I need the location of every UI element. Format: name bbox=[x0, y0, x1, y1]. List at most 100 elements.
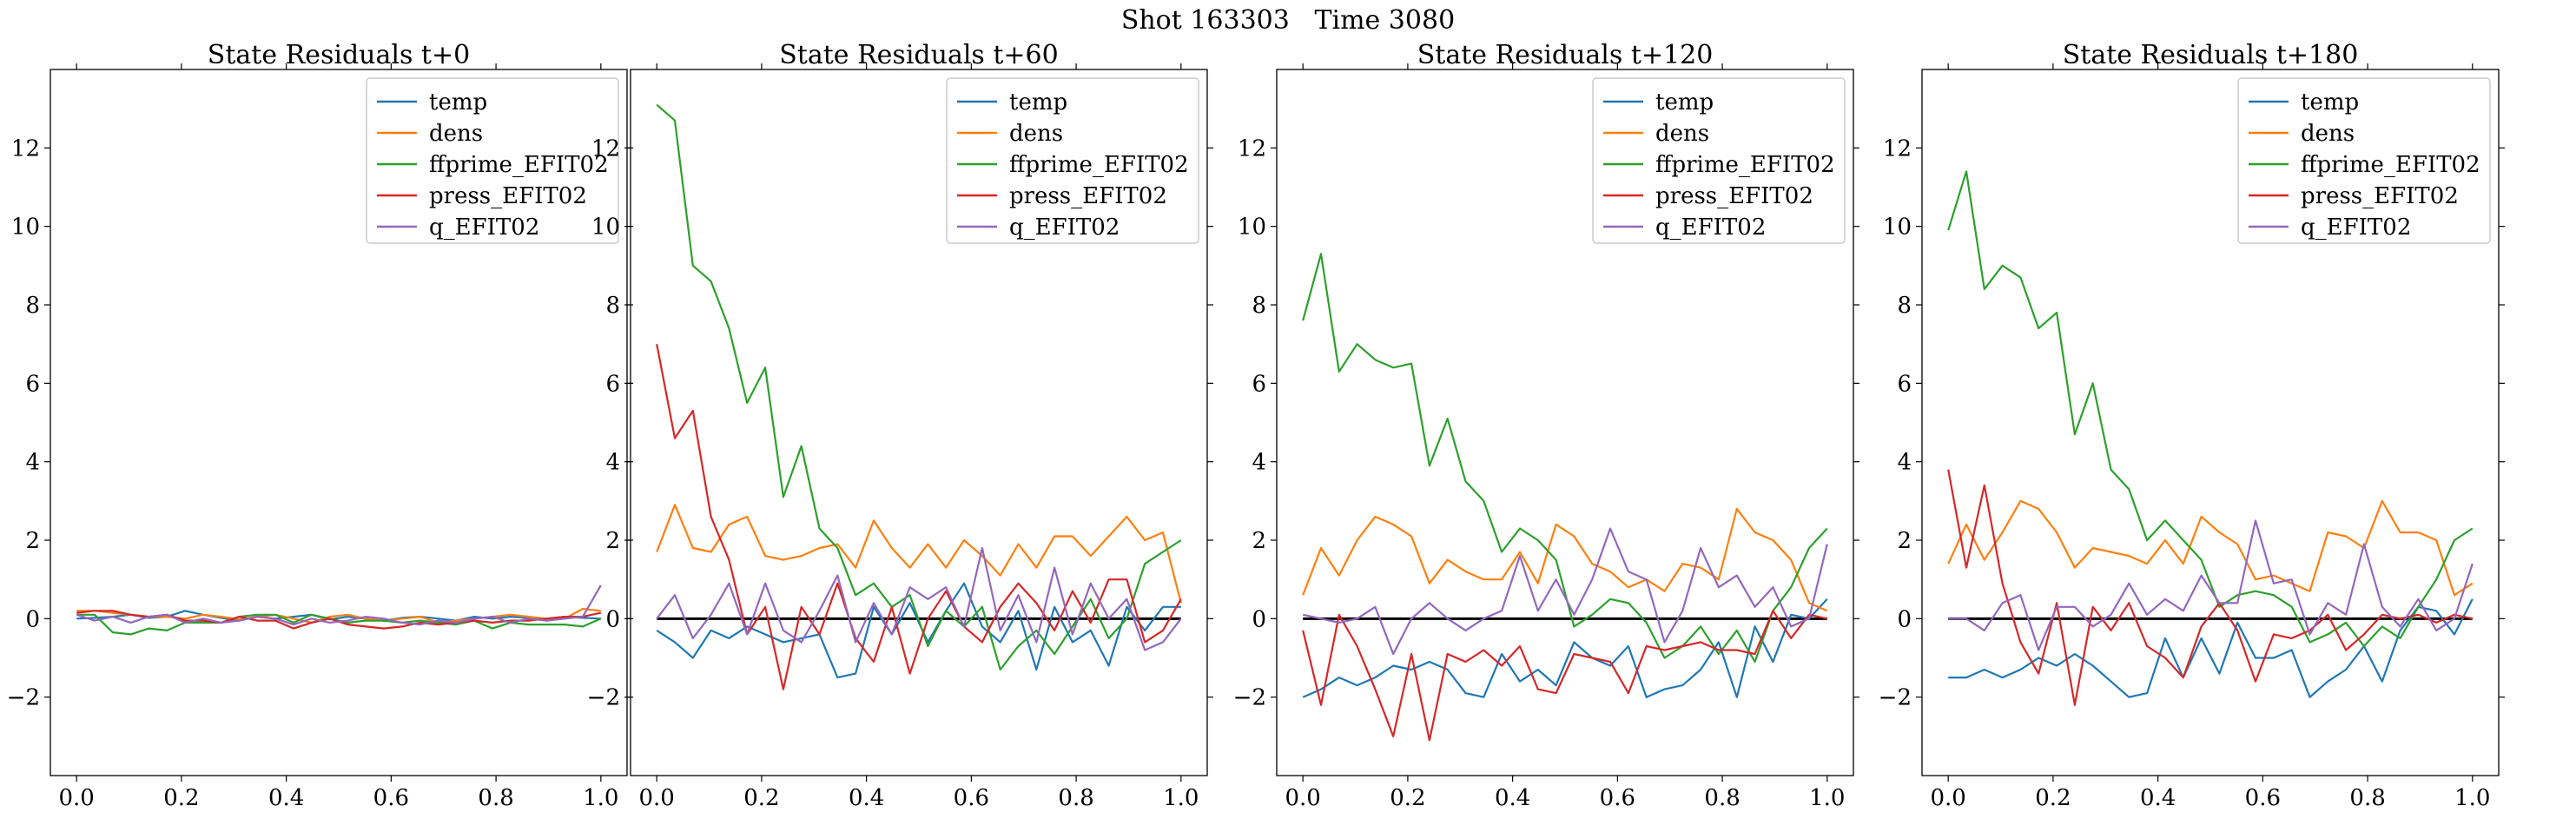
panel-title: State Residuals t+60 bbox=[779, 40, 1058, 70]
axes-frame bbox=[1921, 69, 2500, 776]
plot-area bbox=[1302, 253, 1828, 742]
x-tick-label: 1.0 bbox=[1163, 785, 1199, 811]
x-tick-label: 0.0 bbox=[1285, 785, 1321, 811]
y-tick-label: 10 bbox=[1883, 215, 1912, 241]
legend-label: dens bbox=[1009, 121, 1063, 147]
y-tick-label: 2 bbox=[1897, 528, 1912, 554]
legend-label: dens bbox=[429, 121, 483, 147]
y-tick-label: 12 bbox=[1883, 135, 1912, 162]
plot-area bbox=[1947, 170, 2474, 706]
legend-label: dens bbox=[1655, 121, 1709, 147]
x-tick-label: 0.6 bbox=[1600, 785, 1635, 811]
legend-label: ffprime_EFIT02 bbox=[2301, 152, 2480, 178]
y-tick-label: 4 bbox=[1252, 450, 1266, 476]
axes-frame bbox=[50, 69, 628, 776]
panel-1: State Residuals t+0 0.0 0.2 0.4 0.6 0.8 1.0 −2 0… bbox=[7, 40, 633, 811]
y-tick-label: 8 bbox=[1897, 293, 1912, 319]
legend-label: ffprime_EFIT02 bbox=[429, 152, 609, 178]
x-tick-label: 0.0 bbox=[1931, 785, 1966, 811]
legend: temp dens ffprime_EFIT02 press_EFIT02 q_EFIT… bbox=[1592, 77, 1846, 244]
legend-label: q_EFIT02 bbox=[429, 215, 539, 241]
y-tick-label: 4 bbox=[605, 450, 620, 476]
y-tick-label: −2 bbox=[1879, 685, 1912, 711]
y-tick-label: 10 bbox=[11, 215, 40, 241]
y-tick-label: 6 bbox=[1897, 371, 1912, 397]
x-tick-label: 0.4 bbox=[849, 785, 884, 811]
legend-box bbox=[1592, 77, 1846, 244]
figure-suptitle: Shot 163303 Time 3080 bbox=[1121, 5, 1455, 36]
legend-label: ffprime_EFIT02 bbox=[1655, 152, 1835, 178]
legend-box bbox=[946, 77, 1199, 244]
series-line-dens bbox=[1947, 499, 2474, 597]
y-tick-label: 6 bbox=[1252, 371, 1266, 397]
plot-area bbox=[76, 585, 602, 636]
panels-container: State Residuals t+0 0.0 0.2 0.4 0.6 0.8 1.0 −2 0… bbox=[7, 40, 2505, 811]
y-tick-label: 4 bbox=[1897, 450, 1912, 476]
legend-label: temp bbox=[1655, 89, 1714, 116]
y-tick-label: 12 bbox=[591, 135, 620, 162]
y-tick-label: −2 bbox=[587, 685, 620, 711]
x-tick-label: 0.2 bbox=[1390, 785, 1425, 811]
x-tick-label: 1.0 bbox=[2454, 785, 2490, 811]
x-tick-label: 0.0 bbox=[639, 785, 675, 811]
y-tick-label: 0 bbox=[1897, 606, 1912, 632]
x-tick-label: 0.8 bbox=[478, 785, 513, 811]
legend-label: temp bbox=[1009, 89, 1067, 116]
x-tick-label: 1.0 bbox=[1809, 785, 1845, 811]
plot-area bbox=[656, 103, 1182, 690]
x-tick-label: 1.0 bbox=[583, 785, 618, 811]
legend: temp dens ffprime_EFIT02 press_EFIT02 q_EFIT… bbox=[2237, 77, 2491, 244]
y-tick-label: 8 bbox=[605, 293, 620, 319]
legend-label: q_EFIT02 bbox=[1655, 215, 1766, 241]
legend-label: dens bbox=[2301, 121, 2355, 147]
y-tick-label: −2 bbox=[1233, 685, 1266, 711]
x-tick-label: 0.2 bbox=[163, 785, 199, 811]
y-tick-label: 8 bbox=[25, 293, 40, 319]
y-tick-label: 10 bbox=[1238, 215, 1266, 241]
legend-label: temp bbox=[429, 89, 487, 116]
panel-3: State Residuals t+120 0.0 0.2 0.4 0.6 0.8 1.0 −… bbox=[1233, 40, 1859, 811]
y-tick-label: 0 bbox=[25, 606, 40, 632]
series-line-q-efit02 bbox=[1302, 527, 1828, 656]
y-tick-label: 6 bbox=[605, 371, 620, 397]
y-tick-label: 12 bbox=[1238, 135, 1266, 162]
series-line-dens bbox=[1302, 507, 1828, 612]
axes-frame bbox=[1276, 69, 1854, 776]
y-tick-label: 8 bbox=[1252, 293, 1266, 319]
y-tick-label: 2 bbox=[25, 528, 40, 554]
legend-box bbox=[366, 77, 619, 244]
legend: temp dens ffprime_EFIT02 press_EFIT02 q_EFIT… bbox=[946, 77, 1199, 244]
panel-title: State Residuals t+0 bbox=[208, 40, 470, 70]
series-line-ffprime-efit02 bbox=[1302, 253, 1828, 664]
x-tick-label: 0.6 bbox=[954, 785, 989, 811]
legend-label: press_EFIT02 bbox=[2301, 183, 2459, 209]
x-tick-label: 0.2 bbox=[743, 785, 779, 811]
x-tick-label: 0.4 bbox=[268, 785, 304, 811]
panel-title: State Residuals t+120 bbox=[1417, 40, 1714, 70]
x-tick-label: 0.6 bbox=[373, 785, 409, 811]
x-tick-label: 0.2 bbox=[2035, 785, 2071, 811]
series-line-dens bbox=[76, 607, 601, 624]
series-line-temp bbox=[1948, 598, 2474, 698]
legend-label: ffprime_EFIT02 bbox=[1009, 152, 1189, 178]
panel-4: State Residuals t+180 0.0 0.2 0.4 0.6 0.8 1.0 −… bbox=[1879, 40, 2505, 811]
series-line-press-efit02 bbox=[656, 343, 1182, 690]
y-tick-label: 4 bbox=[25, 450, 40, 476]
legend-label: q_EFIT02 bbox=[2301, 215, 2411, 241]
x-tick-label: 0.4 bbox=[2140, 785, 2176, 811]
x-tick-label: 0.0 bbox=[59, 785, 95, 811]
series-line-press-efit02 bbox=[1302, 610, 1828, 742]
y-tick-label: 10 bbox=[591, 215, 620, 241]
series-line-ffprime-efit02 bbox=[1947, 170, 2474, 648]
x-tick-label: 0.8 bbox=[2349, 785, 2385, 811]
x-tick-label: 0.8 bbox=[1704, 785, 1740, 811]
series-line-ffprime-efit02 bbox=[656, 103, 1182, 671]
series-line-press-efit02 bbox=[1947, 469, 2474, 706]
legend-box bbox=[2237, 77, 2491, 244]
panel-title: State Residuals t+180 bbox=[2063, 40, 2359, 70]
series-line-q-efit02 bbox=[1948, 519, 2474, 651]
x-tick-label: 0.4 bbox=[1495, 785, 1530, 811]
series-line-q-efit02 bbox=[76, 585, 602, 626]
legend: temp dens ffprime_EFIT02 press_EFIT02 q_EFIT… bbox=[366, 77, 619, 244]
